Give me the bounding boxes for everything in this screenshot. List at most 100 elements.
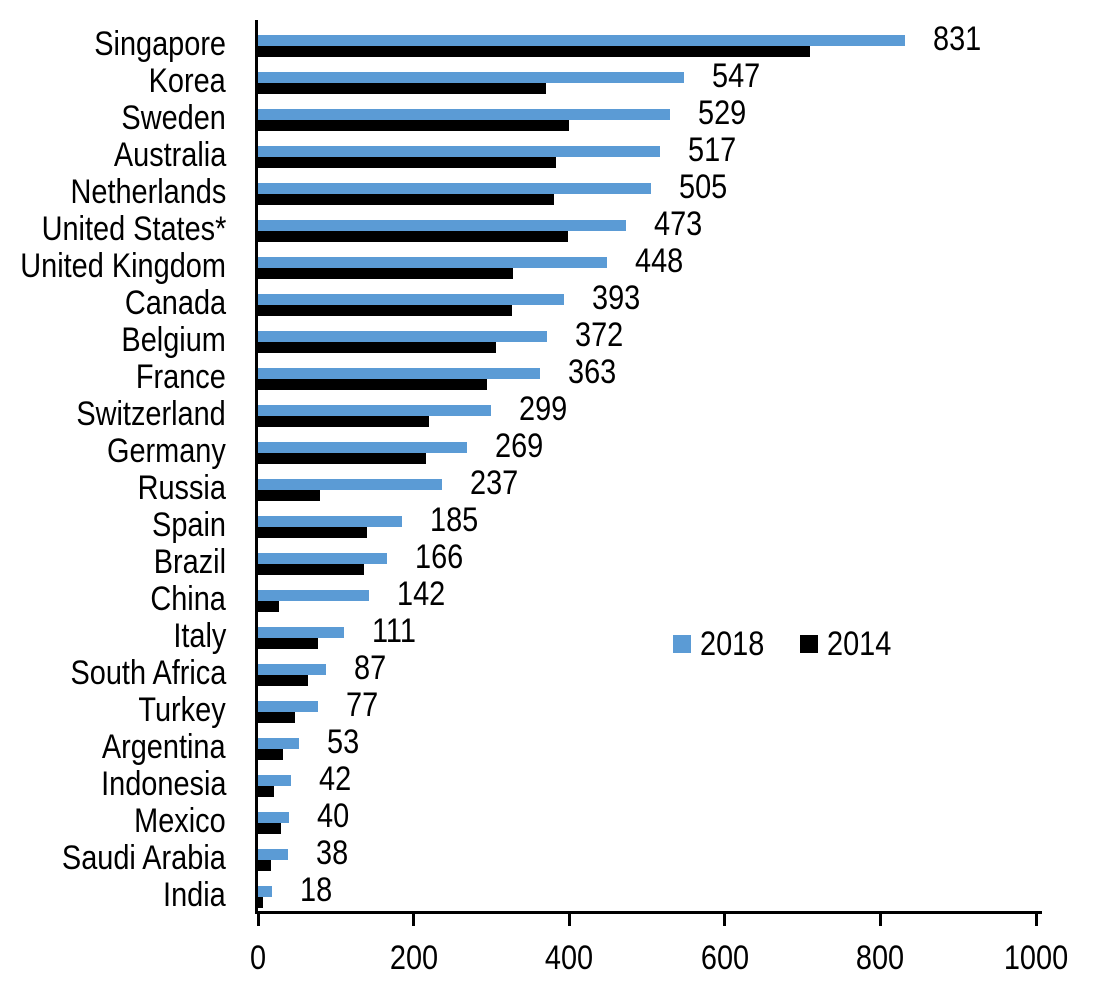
category-label: South Africa [70, 654, 226, 692]
value-label: 142 [396, 575, 445, 613]
bar-2018 [258, 701, 318, 712]
value-label: 40 [317, 797, 350, 835]
category-label: Switzerland [76, 395, 226, 433]
bar-2014 [258, 601, 279, 612]
value-label: 363 [568, 353, 617, 391]
category-label: Argentina [102, 728, 226, 766]
bar-2014 [258, 194, 554, 205]
category-label: Italy [172, 617, 226, 655]
category-label: Belgium [121, 321, 226, 359]
value-label: 831 [932, 20, 981, 58]
x-tick-label: 1000 [1003, 939, 1069, 977]
bar-2018 [258, 812, 290, 823]
bar-2014 [258, 897, 264, 908]
bar-2014 [258, 453, 426, 464]
bar-2018 [258, 664, 326, 675]
bar-2018 [258, 738, 300, 749]
x-tick-mark [412, 914, 416, 926]
category-label: Turkey [138, 691, 226, 729]
category-label: Netherlands [70, 173, 226, 211]
bar-2018 [258, 220, 626, 231]
category-label: Saudi Arabia [62, 839, 226, 877]
bar-2018 [258, 35, 905, 46]
x-axis-line [255, 911, 1042, 914]
category-label: Korea [148, 62, 226, 100]
category-label: Canada [124, 284, 226, 322]
value-label: 269 [495, 427, 544, 465]
bar-2018 [258, 331, 548, 342]
bar-2018 [258, 442, 468, 453]
x-tick-label: 800 [856, 939, 905, 977]
bar-2014 [258, 527, 367, 538]
x-tick-label: 600 [700, 939, 749, 977]
legend-swatch-2014 [800, 635, 818, 653]
category-label: Singapore [94, 25, 226, 63]
bar-2018 [258, 553, 388, 564]
x-tick-label: 400 [545, 939, 594, 977]
bar-2014 [258, 46, 811, 57]
bar-2014 [258, 860, 272, 871]
value-label: 505 [678, 168, 728, 206]
value-label: 473 [654, 205, 703, 243]
bar-2018 [258, 590, 369, 601]
value-label: 111 [372, 612, 417, 650]
bar-2014 [258, 83, 546, 94]
x-tick-label: 0 [249, 939, 267, 977]
x-tick-mark [567, 914, 571, 926]
category-label: Germany [107, 432, 226, 470]
value-label: 38 [315, 834, 348, 872]
bar-2018 [258, 886, 272, 897]
x-tick-mark [878, 914, 882, 926]
bar-2018 [258, 627, 345, 638]
category-label: Mexico [134, 802, 226, 840]
legend-label-2014: 2014 [827, 625, 892, 663]
x-tick-mark [723, 914, 727, 926]
x-tick-label: 200 [389, 939, 438, 977]
category-label: India [163, 876, 226, 914]
bar-2014 [258, 675, 308, 686]
category-label: Russia [137, 469, 226, 507]
bar-2018 [258, 146, 661, 157]
value-label: 517 [688, 131, 737, 169]
value-label: 393 [591, 279, 641, 317]
bar-2018 [258, 257, 607, 268]
category-label: Australia [113, 136, 226, 174]
bar-2014 [258, 786, 274, 797]
bar-2018 [258, 294, 564, 305]
category-label: China [150, 580, 226, 618]
legend-label-2018: 2018 [700, 625, 765, 663]
bar-2014 [258, 231, 568, 242]
category-label: Indonesia [100, 765, 226, 803]
bar-2014 [258, 120, 570, 131]
value-label: 185 [429, 501, 479, 539]
bar-2018 [258, 849, 288, 860]
bar-2014 [258, 490, 320, 501]
category-label: Sweden [121, 99, 226, 137]
value-label: 166 [415, 538, 464, 576]
bar-2014 [258, 416, 430, 427]
value-label: 42 [318, 760, 351, 798]
bar-2018 [258, 368, 541, 379]
bar-2018 [258, 183, 651, 194]
value-label: 87 [353, 649, 386, 687]
bar-2014 [258, 305, 512, 316]
category-label: United Kingdom [20, 247, 226, 285]
value-label: 547 [711, 57, 760, 95]
bar-2014 [258, 564, 364, 575]
value-label: 529 [697, 94, 746, 132]
x-tick-mark [256, 914, 260, 926]
value-label: 53 [327, 723, 360, 761]
category-label: Spain [152, 506, 226, 544]
bar-2014 [258, 268, 514, 279]
category-label: Brazil [153, 543, 226, 581]
legend-swatch-2018 [673, 635, 691, 653]
bar-2014 [258, 749, 283, 760]
y-axis-line [255, 20, 258, 914]
value-label: 18 [300, 871, 333, 909]
category-label: France [136, 358, 226, 396]
value-label: 448 [634, 242, 683, 280]
bar-2014 [258, 823, 281, 834]
bar-2014 [258, 638, 318, 649]
bar-2018 [258, 479, 443, 490]
value-label: 237 [470, 464, 519, 502]
